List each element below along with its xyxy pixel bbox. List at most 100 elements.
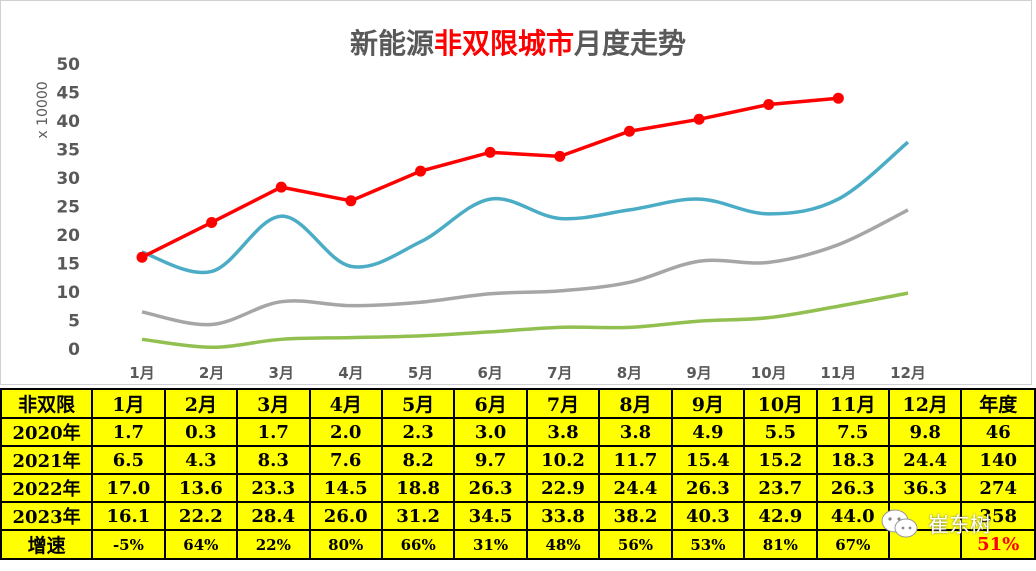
x-tick-label: 5月	[408, 364, 433, 382]
chart-area	[0, 0, 1032, 385]
y-tick-label: 50	[56, 55, 80, 75]
y-tick-label: 10	[56, 283, 80, 303]
table-cell: 9月	[670, 388, 746, 419]
watermark-text: 崔东树	[928, 513, 991, 537]
table-row: 2023年 16.1 22.2 28.4 26.0 31.2 34.5 33.8 38.2 40.…	[0, 501, 1036, 531]
table-cell: 36.3	[887, 473, 963, 503]
table-cell: 15.4	[670, 445, 746, 475]
table-cell: 8月	[598, 388, 673, 419]
table-cell: 8.3	[236, 445, 311, 475]
x-tick-label: 3月	[269, 364, 294, 382]
table-cell: 28.4	[236, 501, 311, 531]
series-line-2020年	[141, 291, 909, 350]
data-point	[275, 181, 287, 193]
table-cell: 13.6	[163, 473, 239, 503]
y-tick-label: 35	[56, 141, 80, 161]
table-row: 2021年 6.5 4.3 8.3 7.6 8.2 9.7 10.2 11.7 15.4 15.2 1…	[0, 445, 1036, 475]
table-cell: 0.3	[163, 417, 239, 447]
table-cell: 增速	[0, 529, 94, 560]
data-point	[136, 251, 148, 263]
series-line-2023年	[141, 96, 839, 259]
table-cell: 67%	[815, 529, 891, 560]
table-cell: 14.5	[308, 473, 383, 503]
y-tick-label: 15	[56, 255, 80, 275]
table-cell: 11.7	[598, 445, 673, 475]
table-cell: 2.0	[308, 417, 383, 447]
x-tick-label: 4月	[338, 364, 363, 382]
table-cell: 24.4	[887, 445, 963, 475]
y-tick-label: 30	[56, 169, 80, 189]
table-cell: 非双限	[0, 388, 94, 419]
title-part: 月度走势	[574, 27, 687, 60]
table-cell: 18.3	[815, 445, 891, 475]
table-cell: 38.2	[598, 501, 673, 531]
table-cell: 3.8	[525, 417, 601, 447]
x-tick-label: 10月	[751, 364, 787, 382]
table-cell: 26.3	[670, 473, 746, 503]
table-cell: 6月	[453, 388, 528, 419]
table-cell: 2.3	[380, 417, 456, 447]
title-part: 新能源	[349, 27, 434, 60]
data-point	[623, 125, 635, 137]
table-cell: 26.3	[815, 473, 891, 503]
table-cell: 23.7	[743, 473, 818, 503]
table-cell: 17.0	[91, 473, 166, 503]
table-header-row: 非双限 1月 2月 3月 4月 5月 6月 7月 8月 9月 10月 11月 12月 年度	[0, 388, 1036, 419]
table-cell: 12月	[887, 388, 963, 419]
table-cell: 10月	[743, 388, 818, 419]
series-line-2021年	[141, 208, 909, 327]
table-cell: 274	[960, 473, 1036, 503]
table-row: 2022年 17.0 13.6 23.3 14.5 18.8 26.3 22.9 24.4 26.…	[0, 473, 1036, 503]
data-point	[554, 150, 566, 162]
table-cell: 5.5	[743, 417, 818, 447]
table-cell: 53%	[670, 529, 746, 560]
x-tick-label: 2月	[199, 364, 224, 382]
y-tick-label: 5	[68, 312, 80, 332]
table-cell: 18.8	[380, 473, 456, 503]
y-tick-label: 25	[56, 198, 80, 218]
table-cell: 3.0	[453, 417, 528, 447]
table-cell: 44.0	[815, 501, 891, 531]
y-tick-label: 45	[56, 84, 80, 104]
table-cell: 15.2	[743, 445, 818, 475]
table-cell: 9.8	[887, 417, 963, 447]
table-cell: 51%	[960, 529, 1036, 560]
table-cell: 4.3	[163, 445, 239, 475]
table-cell: 16.1	[91, 501, 166, 531]
title-highlight: 非双限城市	[433, 27, 574, 60]
table-cell: 26.3	[453, 473, 528, 503]
table-cell: 1月	[91, 388, 166, 419]
table-cell: 7.5	[815, 417, 891, 447]
table-cell: 22%	[236, 529, 311, 560]
table-cell: 64%	[163, 529, 239, 560]
chart-title: 新能源非双限城市月度走势	[0, 22, 1036, 62]
y-axis-label: x 10000	[35, 81, 51, 138]
y-tick-label: 0	[68, 340, 80, 360]
y-tick-label: 40	[56, 112, 80, 132]
table-cell: 年度	[960, 388, 1036, 419]
data-point	[415, 165, 427, 177]
table-row: 2020年 1.7 0.3 1.7 2.0 2.3 3.0 3.8 3.8 4.9 5.5 7.5 9.…	[0, 417, 1036, 447]
table-cell: -5%	[91, 529, 166, 560]
table-cell: 2021年	[0, 445, 94, 475]
table-cell: 6.5	[91, 445, 166, 475]
table-cell: 46	[960, 417, 1036, 447]
data-point	[484, 146, 496, 158]
watermark: 崔东树	[880, 508, 991, 540]
table-cell: 34.5	[453, 501, 528, 531]
table-cell: 81%	[743, 529, 818, 560]
x-tick-label: 8月	[617, 364, 642, 382]
x-tick-label: 9月	[686, 364, 711, 382]
table-cell: 8.2	[380, 445, 456, 475]
table-cell: 80%	[308, 529, 383, 560]
table-cell: 33.8	[525, 501, 601, 531]
x-tick-label: 6月	[477, 364, 502, 382]
x-tick-label: 7月	[547, 364, 572, 382]
table-cell: 5月	[380, 388, 456, 419]
table-cell: 1.7	[91, 417, 166, 447]
table-cell: 2022年	[0, 473, 94, 503]
table-cell: 2月	[163, 388, 239, 419]
table-cell: 1.7	[236, 417, 311, 447]
data-point	[763, 98, 775, 110]
table-cell: 48%	[525, 529, 601, 560]
